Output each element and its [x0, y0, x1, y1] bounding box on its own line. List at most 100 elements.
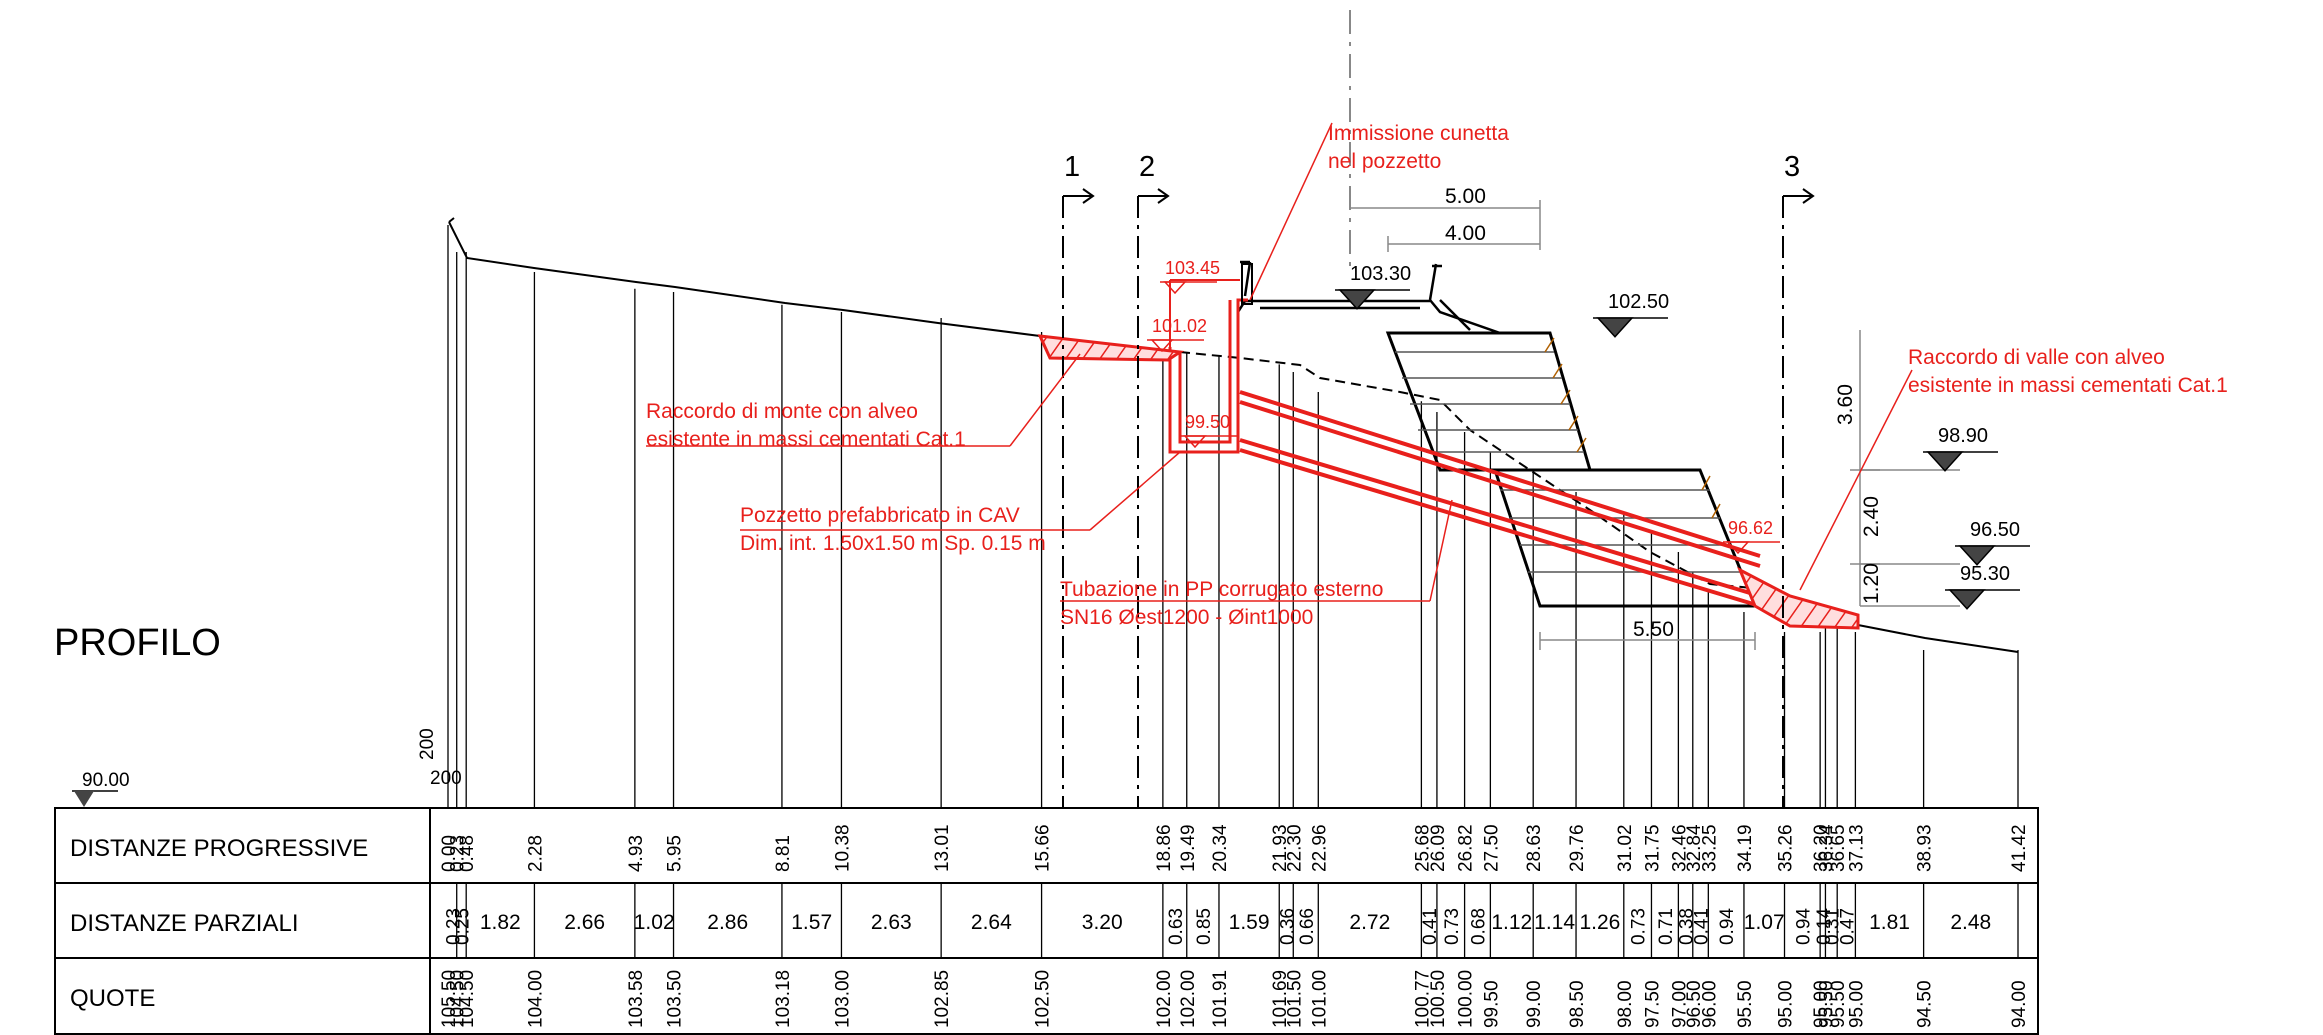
ground-profile-line: [448, 221, 1181, 353]
section-label: 3: [1784, 151, 1800, 183]
annotation-manhole-line2: Dim. int. 1.50x1.50 m Sp. 0.15 m: [740, 532, 1046, 555]
elevation-value: 95.50: [1735, 980, 1756, 1028]
progressive-value: 36.20: [1811, 824, 1832, 872]
elevation-value: 97.50: [1642, 980, 1663, 1028]
dim-top-inner: 4.00: [1445, 222, 1486, 245]
elevation-triangle-icon: [1163, 281, 1187, 295]
dim-base: 5.50: [1633, 618, 1674, 641]
section-label: 2: [1139, 151, 1155, 183]
elevation-value: 102.00: [1178, 970, 1199, 1028]
elevation-value: 104.50: [457, 970, 478, 1028]
pipe: [1239, 390, 1761, 608]
annotation-ditch-inlet-line1: Immissione cunetta: [1328, 122, 1509, 145]
annotation-upstream-line1: Raccordo di monte con alveo: [646, 400, 918, 423]
progressive-value: 27.50: [1481, 824, 1502, 872]
scale-vertical: 200: [417, 728, 438, 760]
elevation-value: 103.58: [626, 970, 647, 1028]
elevation-mark-label: 99.50: [1185, 412, 1230, 432]
section-arrow-icon: [1783, 188, 1815, 204]
elevation-value: 103.18: [773, 970, 794, 1028]
elevation-mark-label: 103.45: [1165, 258, 1220, 278]
progressive-value: 32.84: [1684, 824, 1705, 872]
partial-value: 2.63: [871, 911, 912, 934]
elevation-triangle-icon: [1926, 451, 1964, 472]
progressive-value: 28.63: [1524, 824, 1545, 872]
partial-value: 1.07: [1744, 911, 1785, 934]
progressive-value: 26.82: [1456, 824, 1477, 872]
partial-value: 0.85: [1194, 908, 1215, 945]
progressive-value: 18.86: [1154, 824, 1175, 872]
existing-terrain-dashed: [1179, 351, 1753, 589]
partial-value: 0.36: [1277, 908, 1298, 945]
partial-value: 1.02: [634, 911, 675, 934]
scale-horizontal: 200: [430, 768, 462, 789]
elevation-triangle-icon: [1726, 541, 1750, 555]
elevation-markers: 103.30 102.50 98.90 96.50 95.30 103.45 101.02 9…: [1147, 258, 2030, 610]
elevation-mark-label: 103.30: [1350, 263, 1411, 285]
progressive-value: 33.25: [1699, 824, 1720, 872]
dim-top-outer: 5.00: [1445, 185, 1486, 208]
progressive-value: 19.49: [1178, 824, 1199, 872]
progressive-value: 0.48: [457, 835, 478, 872]
partial-value: 0.41: [1692, 908, 1713, 945]
elevation-value: 101.00: [1309, 970, 1330, 1028]
partial-value: 1.12: [1491, 911, 1532, 934]
elevation-value: 98.50: [1567, 980, 1588, 1028]
annotation-pipe-line2: SN16 Øest1200 - Øint1000: [1060, 606, 1313, 629]
partial-value: 0.73: [1629, 908, 1650, 945]
elevation-value: 101.50: [1284, 970, 1305, 1028]
partial-value: 0.68: [1468, 908, 1489, 945]
dimension-lines: [1350, 200, 1960, 650]
elevation-mark-label: 95.30: [1960, 563, 2010, 585]
partial-value: 0.14: [1814, 908, 1835, 945]
elevation-value: 97.00: [1669, 980, 1690, 1028]
partial-value: 1.81: [1869, 911, 1910, 934]
progressive-values: 0.000.230.48 2.28 4.93 5.95 8.81 10.38 13.01 15…: [439, 824, 2030, 872]
elevation-value: 104.00: [525, 970, 546, 1028]
partial-value: 0.66: [1297, 908, 1318, 945]
elevation-value: 104.50: [448, 970, 469, 1028]
upstream-riprap: [1037, 334, 1185, 362]
progressive-value: 22.96: [1309, 824, 1330, 872]
leader-lines: [646, 122, 1913, 602]
annotation-ditch-inlet: Immissione cunetta nel pozzetto: [1328, 122, 1509, 173]
partial-value: 0.25: [452, 908, 473, 945]
partial-value: 2.48: [1950, 911, 1991, 934]
progressive-value: 36.34: [1816, 824, 1837, 872]
profile-title: PROFILO: [54, 622, 221, 664]
partial-value: 0.94: [1717, 908, 1738, 945]
elevation-value: 102.50: [1033, 970, 1054, 1028]
progressive-value: 21.93: [1270, 824, 1291, 872]
partial-value: 1.26: [1579, 911, 1620, 934]
elevation-triangle-icon: [1183, 435, 1207, 449]
progressive-value: 32.46: [1669, 824, 1690, 872]
partial-value: 1.14: [1534, 911, 1575, 934]
partial-value: 2.72: [1349, 911, 1390, 934]
elevation-value: 100.50: [1428, 970, 1449, 1028]
datum-marker: 90.00: [72, 770, 130, 807]
annotation-manhole-line1: Pozzetto prefabbricato in CAV: [740, 504, 1020, 527]
annotation-upstream: Raccordo di monte con alveo esistente in…: [646, 400, 966, 451]
elevation-value: 99.50: [1481, 980, 1502, 1028]
progressive-value: 10.38: [832, 824, 853, 872]
annotation-downstream-line1: Raccordo di valle con alveo: [1908, 346, 2165, 369]
annotation-downstream-line2: esistente in massi cementati Cat.1: [1908, 374, 2228, 397]
elevation-value: 96.00: [1699, 980, 1720, 1028]
partial-value: 0.73: [1442, 908, 1463, 945]
progressive-value: 0.00: [439, 835, 460, 872]
manhole: [1168, 263, 1253, 454]
row-label-progressive: DISTANZE PROGRESSIVE: [70, 835, 368, 862]
elevation-triangle-icon: [1948, 589, 1986, 610]
progressive-value: 26.09: [1428, 824, 1449, 872]
progressive-value: 41.42: [2009, 824, 2030, 872]
partial-value: 2.66: [564, 911, 605, 934]
partial-value: 3.20: [1082, 911, 1123, 934]
partial-value: 0.71: [1656, 908, 1677, 945]
partial-value: 1.82: [480, 911, 521, 934]
progressive-value: 4.93: [626, 835, 647, 872]
partial-value: 2.86: [707, 911, 748, 934]
dim-height-middle: 2.40: [1860, 496, 1883, 537]
annotation-ditch-inlet-line2: nel pozzetto: [1328, 150, 1441, 173]
elevation-value: 103.50: [665, 970, 686, 1028]
